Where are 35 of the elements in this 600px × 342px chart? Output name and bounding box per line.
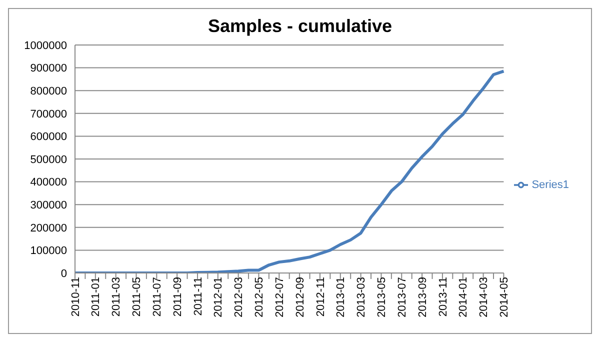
x-tick-label: 2013-01 [335, 277, 348, 318]
legend-label: Series1 [532, 178, 569, 191]
y-tick-label: 100000 [30, 245, 67, 258]
x-tick-label: 2012-11 [314, 277, 327, 317]
x-tick-label: 2012-09 [294, 277, 306, 318]
y-tick-label: 800000 [30, 86, 67, 98]
y-tick-label: 300000 [30, 200, 67, 212]
x-tick-label: 2011-05 [131, 277, 144, 317]
y-tick-label: 600000 [30, 131, 67, 144]
x-tick-label: 2013-07 [396, 277, 408, 318]
x-tick-label: 2011-07 [151, 277, 164, 317]
y-tick-label: 400000 [30, 176, 67, 189]
x-tick-label: 2013-03 [356, 277, 368, 318]
x-tick-label: 2014-05 [498, 277, 511, 318]
y-tick-label: 700000 [30, 108, 67, 120]
x-tick-label: 2014-03 [478, 277, 490, 318]
x-tick-label: 2011-09 [172, 277, 184, 317]
x-tick-label: 2011-01 [90, 277, 102, 317]
x-tick-label: 2012-05 [254, 277, 266, 318]
x-tick-label: 2014-01 [458, 277, 470, 318]
y-tick-label: 500000 [30, 154, 67, 166]
x-tick-label: 2012-01 [212, 277, 225, 318]
y-tick-label: 0 [60, 268, 67, 280]
x-tick-label: 2013-11 [437, 277, 450, 317]
y-tick-label: 200000 [30, 222, 67, 234]
x-tick-label: 2013-09 [416, 277, 429, 318]
chart-title: Samples - cumulative [206, 15, 394, 38]
x-tick-label: 2011-03 [110, 277, 123, 317]
y-tick-label: 900000 [30, 62, 67, 75]
x-tick-label: 2013-05 [376, 277, 388, 318]
x-tick-label: 2012-03 [233, 277, 246, 318]
y-tick-label: 1000000 [24, 40, 67, 52]
x-tick-label: 2010-11 [70, 277, 82, 317]
x-tick-label: 2012-07 [274, 277, 286, 318]
x-tick-label: 2011-11 [192, 277, 204, 316]
